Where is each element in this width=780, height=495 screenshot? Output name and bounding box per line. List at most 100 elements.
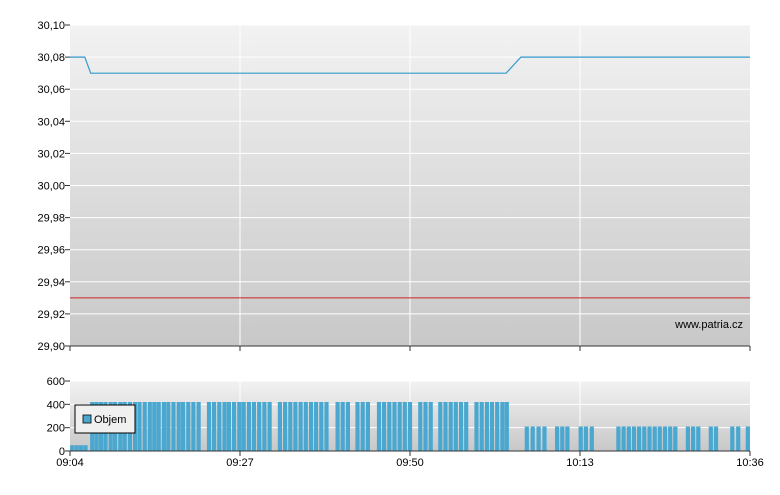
price-x-axis bbox=[69, 346, 751, 351]
price-y-tick-label: 30,02 bbox=[37, 148, 65, 160]
price-y-tick-label: 29,92 bbox=[37, 309, 65, 321]
volume-bar bbox=[335, 402, 340, 451]
volume-bar bbox=[685, 426, 690, 451]
volume-bar bbox=[458, 402, 464, 451]
volume-y-tick-label: 200 bbox=[47, 423, 65, 435]
volume-bar bbox=[345, 402, 350, 451]
price-y-tick-label: 29,98 bbox=[37, 213, 65, 225]
price-y-tick-label: 29,94 bbox=[37, 277, 65, 289]
volume-bar bbox=[407, 402, 413, 451]
volume-bar bbox=[191, 402, 196, 451]
volume-bar bbox=[288, 402, 293, 451]
volume-bar bbox=[479, 402, 484, 451]
volume-bar bbox=[251, 402, 257, 451]
volume-bar bbox=[657, 426, 662, 451]
volume-y-tick-label: 0 bbox=[59, 446, 65, 458]
volume-bar bbox=[70, 445, 75, 451]
volume-bar bbox=[324, 402, 329, 451]
volume-x-tick-label: 09:04 bbox=[56, 457, 84, 469]
volume-bar bbox=[578, 426, 583, 451]
volume-bar bbox=[360, 402, 365, 451]
volume-bar bbox=[298, 402, 303, 451]
volume-bar bbox=[713, 426, 719, 451]
volume-bar bbox=[542, 426, 547, 451]
volume-bar bbox=[217, 402, 222, 451]
volume-bar bbox=[257, 402, 262, 451]
volume-bar bbox=[171, 402, 176, 451]
price-y-axis: 29,90 29,92 29,94 29,96 29,98 30,00 30,02 30,04… bbox=[37, 20, 70, 353]
volume-bar bbox=[376, 402, 382, 451]
volume-bar bbox=[402, 402, 407, 451]
volume-bar bbox=[283, 402, 288, 451]
price-y-tick-label: 29,96 bbox=[37, 245, 65, 257]
volume-bar bbox=[583, 426, 588, 451]
volume-bar bbox=[589, 426, 594, 451]
volume-bar bbox=[536, 426, 541, 451]
price-y-tick-label: 30,04 bbox=[37, 116, 65, 128]
volume-bar bbox=[474, 402, 479, 451]
volume-x-tick-label: 09:27 bbox=[226, 457, 254, 469]
volume-bar bbox=[428, 402, 433, 451]
volume-bar bbox=[489, 402, 495, 451]
volume-bar bbox=[246, 402, 251, 451]
volume-bar bbox=[314, 402, 319, 451]
volume-bar bbox=[560, 426, 565, 451]
volume-bar bbox=[708, 426, 713, 451]
volume-bar bbox=[392, 402, 397, 451]
volume-legend: Objem bbox=[74, 404, 136, 434]
volume-bar bbox=[355, 402, 360, 451]
price-gridlines bbox=[70, 24, 750, 346]
volume-bar bbox=[668, 426, 673, 451]
volume-panel: 0 200 400 600 09:04 09:27 09:50 10:13 10:36 Obj… bbox=[47, 376, 764, 469]
price-panel: 29,90 29,92 29,94 29,96 29,98 30,00 30,02 30,04… bbox=[37, 20, 751, 353]
volume-bar bbox=[696, 426, 701, 451]
price-y-tick-label: 30,00 bbox=[37, 181, 65, 193]
volume-bar bbox=[443, 402, 448, 451]
volume-x-tick-label: 09:50 bbox=[396, 457, 424, 469]
volume-bar bbox=[382, 402, 387, 451]
volume-bar bbox=[161, 402, 166, 451]
volume-y-tick-label: 400 bbox=[47, 399, 65, 411]
volume-bar bbox=[181, 402, 186, 451]
volume-bar bbox=[642, 426, 647, 451]
volume-bar bbox=[423, 402, 428, 451]
volume-bar bbox=[212, 402, 217, 451]
volume-x-axis: 09:04 09:27 09:50 10:13 10:36 bbox=[56, 451, 764, 469]
volume-bar bbox=[745, 426, 750, 451]
volume-bar bbox=[206, 402, 212, 451]
volume-bar bbox=[147, 402, 152, 451]
price-y-tick-label: 30,08 bbox=[37, 52, 65, 64]
price-y-tick-label: 30,06 bbox=[37, 84, 65, 96]
legend-swatch-icon bbox=[82, 414, 92, 424]
volume-bar bbox=[662, 426, 668, 451]
volume-bar bbox=[616, 426, 621, 451]
volume-bar bbox=[647, 426, 652, 451]
volume-bar bbox=[241, 402, 246, 451]
volume-bar bbox=[504, 402, 509, 451]
volume-bar bbox=[319, 402, 324, 451]
volume-bar bbox=[387, 402, 392, 451]
volume-bar bbox=[555, 426, 560, 451]
volume-bar bbox=[308, 402, 314, 451]
volume-bar bbox=[186, 402, 191, 451]
volume-bar bbox=[448, 402, 453, 451]
volume-bar bbox=[237, 402, 242, 451]
volume-bar bbox=[652, 426, 657, 451]
volume-bar bbox=[495, 402, 500, 451]
volume-y-tick-label: 600 bbox=[47, 376, 65, 388]
volume-y-axis: 0 200 400 600 bbox=[47, 376, 70, 458]
price-y-tick-label: 29,90 bbox=[37, 341, 65, 353]
volume-bar bbox=[637, 426, 642, 451]
price-y-tick-label: 30,10 bbox=[37, 20, 65, 32]
watermark: www.patria.cz bbox=[674, 319, 743, 331]
volume-bar bbox=[293, 402, 298, 451]
volume-bar bbox=[524, 426, 529, 451]
volume-bar bbox=[232, 402, 237, 451]
volume-bar bbox=[142, 402, 147, 451]
volume-bar bbox=[226, 402, 231, 451]
volume-bar bbox=[152, 402, 157, 451]
volume-bar bbox=[397, 402, 402, 451]
volume-bar bbox=[196, 402, 201, 451]
volume-bar bbox=[730, 426, 735, 451]
